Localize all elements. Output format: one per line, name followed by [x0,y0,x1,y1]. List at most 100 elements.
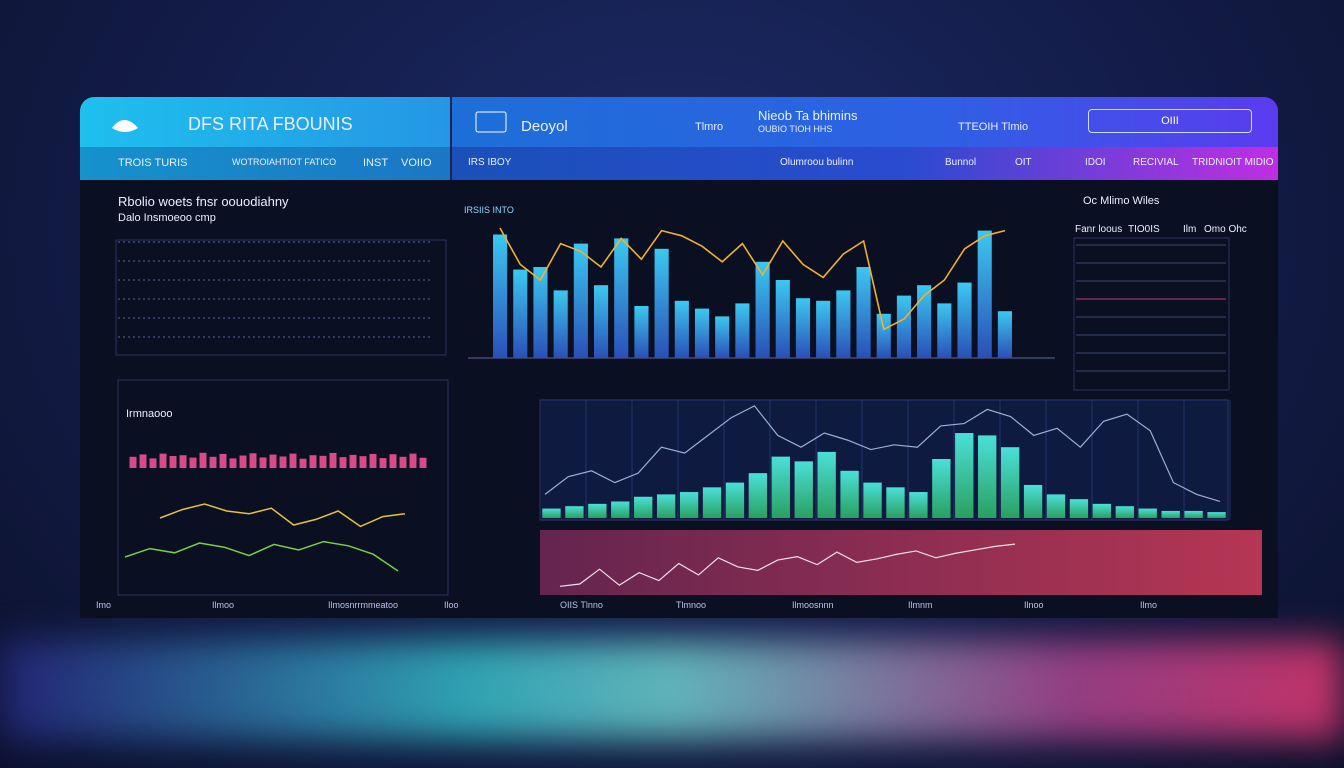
label: RECIVIAL [1133,157,1179,168]
label: Ilm [1183,224,1197,235]
header-subheading: OUBIO TIOH HHS [758,124,833,134]
bar [1069,499,1089,518]
bar [533,267,548,358]
tab: VOIIO [401,157,432,169]
bar [179,455,187,468]
bar [1161,510,1180,518]
bar [409,453,417,468]
bar [886,487,905,518]
bar [219,453,227,468]
bar [419,457,427,468]
bar [634,496,653,518]
bar [399,456,407,468]
label: Olumroou bulinn [780,157,854,168]
bar [735,303,750,358]
bar [755,261,770,358]
label: Fanr loous [1075,224,1123,235]
bar [654,248,669,358]
bar [369,453,377,468]
bar [611,501,630,518]
label: OIT [1015,157,1032,168]
bar [553,290,568,358]
header-heading: Nieob Ta bhimins [758,108,858,123]
bar [794,461,813,518]
line [544,405,1221,503]
bar [189,457,197,468]
bar [573,243,588,358]
bar [863,482,882,518]
right-subheader [452,147,1278,180]
line [124,540,399,572]
tab: TROIS TURIS [118,157,188,169]
bar [565,506,584,518]
bar [817,451,836,518]
bar [977,230,992,358]
bar [795,298,811,358]
bar [725,482,745,518]
tab: WOTROIAHTIOT FATICO [232,157,337,167]
bar [139,454,147,468]
panel-title: Rbolio woets fnsr oouodiahny [118,194,289,209]
bar [339,457,347,468]
label: IRS IBOY [468,157,512,168]
bar [588,503,607,518]
bar [149,458,157,468]
logo [112,120,138,132]
bar [493,234,508,358]
label: Tlmnoo [676,600,707,610]
bar [1115,506,1134,518]
tab: INST [363,157,389,169]
header-button[interactable]: OIII [1088,109,1252,133]
app-title: DFS RITA FBOUNIS [188,114,353,134]
bar [209,456,217,468]
bar [679,492,699,518]
bar [379,458,387,468]
label: IDOI [1085,157,1106,168]
bar [634,306,649,358]
label: Ilmosnrrmmeatoo [328,600,399,610]
label: Bunnol [945,157,977,168]
bar [542,508,561,518]
bar [694,308,710,358]
left-chart-frame [117,379,449,596]
bar [771,456,790,518]
bar [1207,512,1226,518]
label: TRIDNIOIT MIDIO [1192,157,1274,168]
volume-area [540,530,1262,595]
bar [656,494,676,518]
bar [259,457,267,468]
bar [1023,484,1043,518]
bar [309,455,317,468]
label: OIIS Tlnno [560,600,603,610]
bar [836,290,851,358]
bar [775,280,790,358]
label: Ilmoosnnn [792,600,834,610]
header-item: Tlmro [695,121,724,133]
bar [917,285,932,358]
bar [909,492,928,518]
bar [169,456,177,468]
bar [674,300,689,358]
bar [199,452,207,468]
label: TIO0IS [1128,224,1160,235]
bar [389,454,397,468]
bar [702,487,722,518]
label: Ilnoo [1024,600,1044,610]
trend-frame [539,399,1229,521]
line [559,543,1016,587]
bar [229,458,237,468]
bar [957,282,972,358]
left-header [80,97,450,180]
bar [1184,510,1203,518]
bar [359,456,367,468]
bar [840,470,859,518]
bar [299,458,307,468]
bar [937,303,952,358]
label: Ilmo [1140,600,1158,610]
bar [513,269,528,358]
label: Ilmoo [212,600,235,610]
bar [856,267,871,358]
bar [955,433,974,518]
